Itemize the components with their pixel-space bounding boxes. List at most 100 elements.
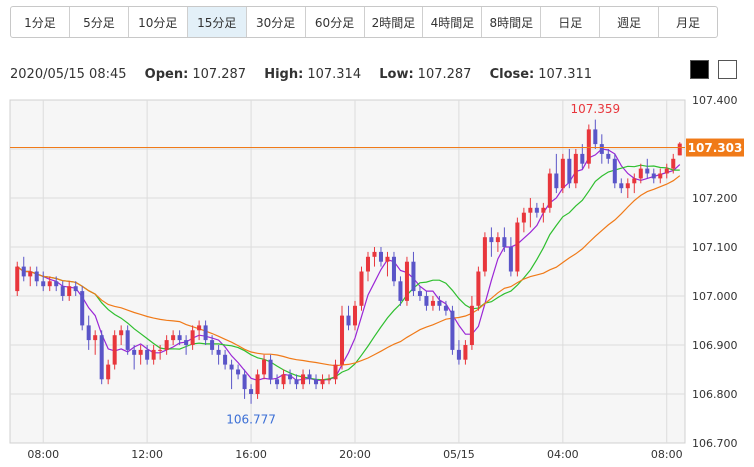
candle-body [385,256,390,262]
candle-body [320,379,325,385]
candle-body [502,237,507,247]
timeframe-button[interactable]: 10分足 [129,7,188,37]
candle-body [469,305,474,345]
candle-body [281,374,286,385]
ohlc-datetime: 2020/05/15 08:45 [10,67,127,82]
candle-body [658,173,663,179]
y-tick-label: 107.400 [692,94,738,107]
candle-body [391,256,396,282]
candle-body [359,271,364,306]
candle-body [638,168,643,179]
candle-body [346,315,351,326]
x-tick-label: 08:00 [651,448,683,461]
candle-body [190,330,195,345]
candle-body [314,379,319,385]
candle-body [307,374,312,380]
timeframe-button[interactable]: 2時間足 [365,7,424,37]
candle-body [93,335,98,341]
open-value: 107.287 [192,67,247,82]
candle-body [216,349,221,355]
candle-body [158,349,163,351]
timeframe-button[interactable]: 月足 [676,15,701,30]
candle-body [508,247,513,272]
timeframe-selector: 1分足 5分足 10分足 15分足 30分足 60分足 2時間足 4時間足 8時間足 日足 週足 月足 [10,6,718,38]
candle-body [275,379,280,385]
candle-body [73,286,78,292]
candle-body [352,305,358,326]
candle-body [651,173,656,179]
candle-body [242,374,247,390]
timeframe-button[interactable]: 5分足 [70,7,129,37]
candle-body [339,315,345,365]
close-value: 107.311 [538,67,593,82]
candle-body [619,183,624,189]
timeframe-button[interactable]: 15分足 [187,7,247,37]
candle-body [255,374,260,394]
candle-body [664,168,669,174]
x-tick-label: 20:00 [339,448,371,461]
x-tick-label: 08:00 [27,448,59,461]
timeframe-button[interactable]: 日足 [541,7,601,37]
high-marker-label: 107.359 [571,102,621,116]
candle-body [99,335,104,380]
candle-body [203,325,208,341]
candle-body [54,281,59,287]
low-value: 107.287 [417,67,472,82]
timeframe-button[interactable]: 1分足 [11,7,70,37]
candle-body [132,349,137,355]
candle-body [612,158,617,184]
candle-body [424,296,429,306]
ma-long-line [16,175,681,367]
timeframe-button[interactable]: 4時間足 [423,7,483,37]
y-tick-label: 106.900 [692,339,738,352]
candle-body [223,354,228,365]
timeframe-button[interactable]: 週足 [600,7,660,37]
candle-body [229,364,234,370]
candle-body [21,266,26,277]
ma-mid-line [16,164,680,381]
candle-body [625,183,630,189]
candle-body [450,310,455,350]
candle-body [463,345,468,360]
candle-body [34,271,39,282]
plot-area [9,99,686,444]
low-label: Low: [379,67,414,82]
timeframe-button[interactable]: 8時間足 [482,7,542,37]
dark-theme-button[interactable] [690,60,709,79]
light-theme-button[interactable] [718,60,737,79]
candle-body [138,349,143,355]
candle-body [645,168,650,174]
y-tick-label: 107.200 [692,192,738,205]
candle-body [632,178,637,184]
candle-body [456,349,461,360]
candle-body [268,359,273,380]
candle-body [145,349,150,360]
timeframe-button[interactable]: 30分足 [247,7,306,37]
high-value: 107.314 [307,67,362,82]
candle-body [15,266,20,292]
candle-body [112,335,117,365]
timeframe-button[interactable]: 60分足 [306,7,365,37]
x-tick-label: 12:00 [131,448,163,461]
high-label: High: [264,67,304,82]
candle-body [677,143,682,156]
current-price-label: 107.303 [688,141,743,155]
candle-body [476,271,481,306]
candle-body [554,173,559,189]
candle-body [171,335,176,341]
candle-body [177,335,182,341]
candle-body [151,349,156,360]
candle-body [28,271,33,277]
candle-body [378,251,383,262]
y-tick-label: 106.700 [692,437,738,450]
candle-body [593,129,598,145]
candle-body [288,374,293,380]
candle-body [521,212,526,223]
candle-body [164,340,169,350]
candle-body [671,158,676,169]
x-tick-label: 16:00 [235,448,267,461]
candle-body [411,261,416,292]
candle-body [606,153,611,159]
candle-body [125,330,130,350]
